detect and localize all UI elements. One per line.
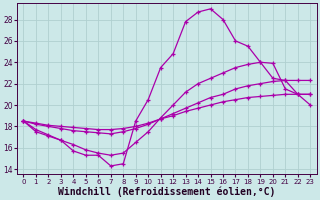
- X-axis label: Windchill (Refroidissement éolien,°C): Windchill (Refroidissement éolien,°C): [58, 186, 276, 197]
